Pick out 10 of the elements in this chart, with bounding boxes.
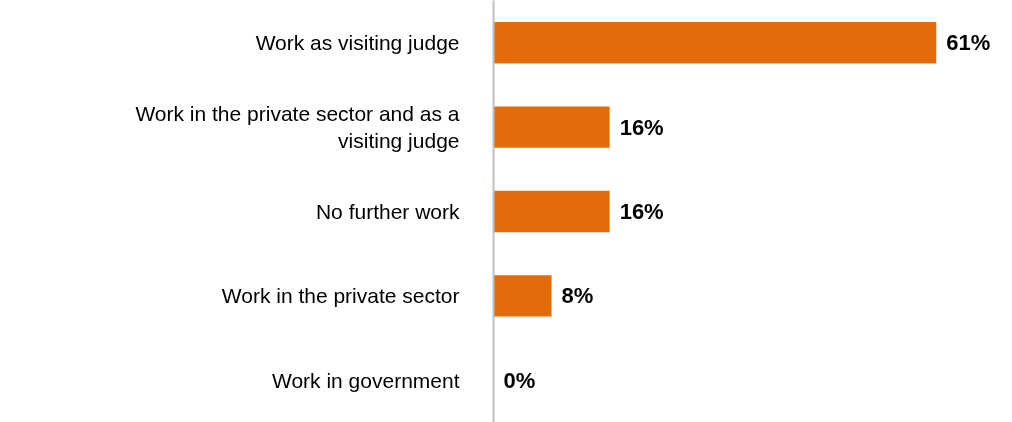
data-label: 0% (503, 367, 536, 393)
data-label: 8% (561, 283, 594, 309)
y-tick-label: No further work (315, 200, 460, 223)
y-tick-label: Work in the private sector and as a visiting judge (135, 102, 460, 152)
data-label: 16% (619, 114, 664, 140)
data-label: 16% (619, 199, 664, 224)
y-tick-label: Work as visiting judge (255, 31, 460, 55)
y-tick-label: Work in the private sector (221, 284, 460, 308)
y-tick-label: Work in government (271, 368, 460, 392)
data-label: 61% (946, 30, 991, 56)
